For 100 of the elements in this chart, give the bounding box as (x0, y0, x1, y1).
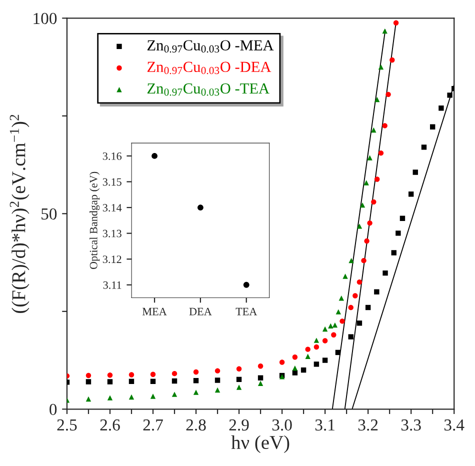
point (374, 289, 380, 294)
point (378, 150, 384, 156)
point (86, 372, 92, 378)
point (258, 375, 264, 380)
point (193, 378, 199, 384)
point (172, 378, 178, 384)
y-tick-label: 50 (42, 208, 57, 220)
point (356, 224, 362, 229)
y-axis-title: ((F(R)/d)*hν)$^{2}$(eV.cm$^{−1}$)$^{2}$ (10, 114, 30, 313)
point (430, 124, 436, 130)
x-tick-label: DEA (189, 308, 212, 316)
point (396, 230, 401, 236)
point (292, 354, 298, 360)
point (243, 282, 250, 288)
point (408, 192, 414, 197)
point (322, 358, 328, 363)
x-tick-label: 2.6 (100, 419, 120, 431)
x-tick-label: 3.0 (272, 419, 292, 431)
point (86, 379, 92, 384)
x-tick-label: 3.3 (401, 419, 421, 431)
point (150, 394, 156, 399)
point (331, 332, 336, 338)
point (371, 199, 376, 205)
point (447, 92, 452, 98)
point (328, 323, 334, 328)
y-tick-label: 3.15 (102, 178, 122, 186)
point (292, 370, 298, 376)
point (314, 362, 320, 367)
point (382, 123, 388, 128)
point (382, 270, 388, 276)
point (391, 250, 396, 256)
point (236, 376, 242, 382)
x-tick-label: 3.2 (358, 419, 378, 431)
point (364, 238, 370, 244)
point (128, 372, 134, 378)
point (438, 106, 444, 111)
point (279, 360, 285, 365)
point (314, 344, 320, 350)
x-tick-label: TEA (236, 308, 258, 316)
point (412, 170, 418, 175)
point (300, 367, 306, 373)
point (390, 57, 395, 63)
point (172, 370, 178, 376)
point (335, 350, 341, 356)
point (236, 384, 242, 390)
point (193, 390, 199, 395)
point (367, 155, 372, 160)
point (338, 296, 344, 301)
point (86, 396, 92, 402)
point (107, 379, 113, 384)
point (322, 338, 328, 344)
point (236, 366, 242, 372)
y-axis-title: Optical Bandgap (eV) (90, 172, 100, 270)
point (374, 176, 380, 182)
point (336, 309, 341, 314)
legend-label: Zn$_{0.97}$Cu$_{0.03}$O -DEA (147, 62, 272, 74)
x-axis-title: hν (eV) (231, 435, 290, 454)
point (386, 92, 391, 98)
x-tick-label: 3.1 (315, 419, 334, 431)
point (107, 372, 113, 378)
legend-label: Zn$_{0.97}$Cu$_{0.03}$O -MEA (147, 40, 274, 53)
point (360, 202, 366, 208)
point (198, 204, 204, 210)
legend-label: Zn$_{0.97}$Cu$_{0.03}$O -TEA (147, 83, 270, 96)
point (150, 378, 156, 384)
point (342, 274, 348, 279)
point (421, 144, 427, 150)
x-tick-label: 3.4 (444, 419, 464, 431)
point (292, 365, 298, 371)
point (332, 322, 338, 328)
point (374, 96, 380, 102)
point (356, 320, 362, 326)
x-tick-label: MEA (142, 308, 167, 316)
point (258, 380, 264, 386)
y-tick-label: 3.14 (102, 204, 122, 212)
y-tick-label: 3.13 (102, 230, 122, 238)
point (365, 304, 371, 310)
point (128, 394, 134, 400)
point (214, 387, 220, 393)
point (348, 304, 354, 310)
point (371, 127, 376, 133)
point (314, 338, 320, 343)
point (364, 180, 369, 186)
point (193, 369, 199, 375)
point (352, 293, 358, 298)
point (172, 392, 178, 397)
point (393, 20, 399, 26)
y-tick-label: 3.16 (102, 152, 122, 160)
point (152, 153, 158, 159)
point (348, 258, 354, 264)
point (150, 372, 156, 377)
y-tick-label: 100 (34, 12, 57, 24)
point (361, 258, 366, 264)
point (214, 378, 220, 383)
point (107, 395, 113, 400)
point (305, 346, 310, 352)
y-tick-label: 3.12 (102, 256, 122, 264)
point (400, 216, 406, 221)
point (214, 368, 220, 374)
x-tick-label: 2.8 (186, 419, 206, 431)
